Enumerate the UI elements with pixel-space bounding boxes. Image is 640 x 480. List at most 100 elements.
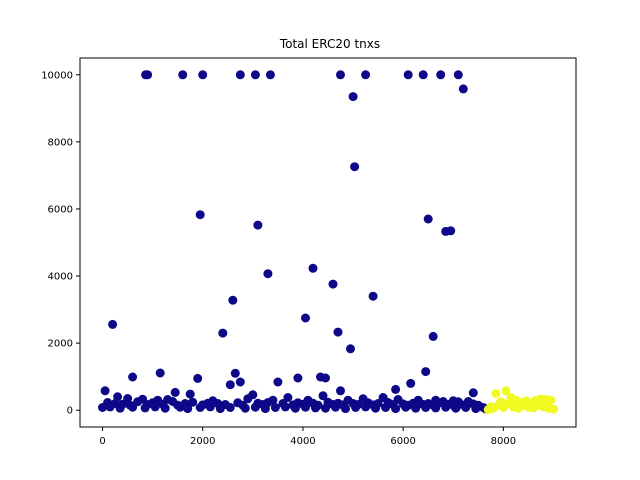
data-point <box>185 389 195 399</box>
data-point <box>441 402 451 412</box>
data-point <box>331 402 340 412</box>
data-point <box>361 70 371 80</box>
data-point <box>451 403 461 413</box>
data-point <box>423 214 433 224</box>
data-point <box>155 368 165 378</box>
data-point <box>235 70 245 80</box>
data-point <box>406 378 416 388</box>
data-point <box>265 70 275 80</box>
data-point <box>218 328 228 338</box>
data-point <box>368 291 378 301</box>
data-point <box>381 403 391 412</box>
data-point <box>250 70 260 80</box>
data-point <box>311 403 320 413</box>
data-point <box>170 387 180 397</box>
data-point <box>321 403 330 413</box>
y-tick-label: 6000 <box>48 204 73 215</box>
data-point <box>183 404 193 414</box>
data-point <box>513 397 523 407</box>
data-point <box>235 377 245 387</box>
data-point <box>128 402 138 412</box>
data-point <box>371 403 381 413</box>
x-tick-label: 4000 <box>290 436 315 447</box>
data-point <box>270 403 280 412</box>
data-point <box>501 386 511 396</box>
y-axis: 0 2000 4000 6000 8000 10000 <box>41 70 80 417</box>
data-point <box>128 372 138 382</box>
y-tick-label: 0 <box>67 406 73 417</box>
data-point <box>195 403 205 412</box>
data-point <box>225 403 235 412</box>
data-point <box>108 319 118 329</box>
data-point <box>250 402 260 412</box>
data-point <box>115 403 125 413</box>
points-layer <box>98 70 558 415</box>
data-point <box>293 373 303 383</box>
data-point <box>178 70 188 80</box>
x-tick-label: 6000 <box>390 436 415 447</box>
y-tick-label: 8000 <box>48 137 73 148</box>
data-point <box>458 84 468 94</box>
data-point <box>453 70 463 80</box>
x-tick-label: 2000 <box>190 436 215 447</box>
data-point <box>336 70 345 80</box>
data-point <box>198 70 208 80</box>
data-point <box>290 403 300 413</box>
data-point <box>193 373 203 383</box>
data-point <box>431 403 441 413</box>
data-point <box>150 402 160 412</box>
data-point <box>321 373 330 383</box>
data-point <box>483 405 493 415</box>
data-point <box>436 70 446 80</box>
data-point <box>100 386 110 396</box>
data-point <box>175 402 185 412</box>
data-point <box>391 384 401 394</box>
data-point <box>230 368 240 378</box>
data-point <box>341 404 350 414</box>
data-point <box>549 404 558 414</box>
data-point <box>346 344 355 354</box>
data-point <box>328 279 338 289</box>
data-point <box>260 404 270 414</box>
data-point <box>205 402 215 412</box>
data-point <box>391 404 401 414</box>
data-point <box>546 395 556 405</box>
x-tick-label: 8000 <box>491 436 516 447</box>
data-point <box>308 263 318 273</box>
data-point <box>411 403 421 413</box>
data-point <box>253 220 263 230</box>
data-point <box>350 162 360 172</box>
chart-title: Total ERC20 tnxs <box>279 37 380 51</box>
data-point <box>446 226 456 236</box>
y-tick-label: 2000 <box>48 339 73 350</box>
data-point <box>283 393 293 402</box>
data-point <box>333 327 343 337</box>
data-point <box>318 391 328 401</box>
data-point <box>401 402 411 412</box>
data-point <box>195 210 205 220</box>
data-point <box>105 402 115 412</box>
plot-frame <box>79 57 577 428</box>
data-point <box>160 403 170 413</box>
data-point <box>188 397 198 407</box>
data-point <box>421 367 431 377</box>
data-point <box>301 402 310 412</box>
data-point <box>351 403 361 412</box>
data-point <box>225 380 235 390</box>
data-point <box>461 403 471 412</box>
x-tick-label: 0 <box>99 436 105 447</box>
y-tick-label: 4000 <box>48 272 73 283</box>
data-point <box>403 70 413 80</box>
data-point <box>263 269 273 279</box>
data-point <box>471 404 481 414</box>
data-point <box>240 403 250 413</box>
data-point <box>361 402 371 412</box>
data-point <box>528 397 538 407</box>
data-point <box>143 70 153 80</box>
data-point <box>348 92 358 102</box>
data-point <box>273 377 283 387</box>
data-point <box>336 386 345 396</box>
x-axis: 0 2000 4000 6000 8000 <box>99 427 516 447</box>
data-point <box>243 394 253 404</box>
